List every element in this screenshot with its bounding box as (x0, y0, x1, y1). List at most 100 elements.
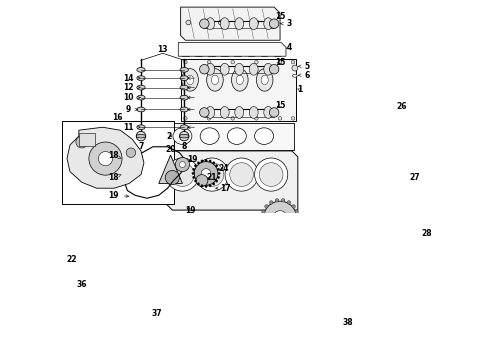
Text: 19: 19 (187, 155, 198, 164)
Circle shape (209, 185, 211, 187)
Circle shape (465, 112, 486, 134)
Polygon shape (68, 266, 167, 297)
Circle shape (255, 117, 258, 120)
Text: 10: 10 (122, 93, 140, 102)
Circle shape (445, 265, 451, 270)
Circle shape (292, 228, 295, 231)
Text: 19: 19 (108, 191, 129, 200)
Bar (181, 59, 296, 121)
Circle shape (196, 158, 228, 191)
Circle shape (472, 237, 490, 260)
Circle shape (273, 211, 287, 225)
Circle shape (179, 131, 189, 141)
Circle shape (443, 248, 449, 255)
Ellipse shape (120, 159, 130, 173)
Text: 27: 27 (410, 173, 420, 182)
Circle shape (278, 117, 282, 120)
Circle shape (89, 142, 122, 175)
Text: 15: 15 (275, 12, 285, 21)
Text: 32: 32 (0, 359, 1, 360)
Circle shape (193, 168, 195, 171)
Circle shape (236, 20, 241, 25)
Circle shape (292, 65, 298, 71)
Text: 15: 15 (275, 101, 285, 110)
Ellipse shape (200, 128, 219, 144)
Circle shape (425, 251, 431, 258)
Circle shape (438, 201, 448, 211)
Ellipse shape (264, 63, 272, 75)
Circle shape (281, 234, 285, 237)
Circle shape (332, 277, 341, 287)
Circle shape (219, 20, 223, 25)
Circle shape (440, 246, 452, 257)
Circle shape (76, 136, 88, 148)
Circle shape (404, 244, 419, 259)
Circle shape (275, 234, 279, 237)
Bar (62, 121, 173, 204)
Circle shape (74, 265, 90, 282)
Ellipse shape (206, 107, 215, 118)
Text: 1: 1 (297, 85, 303, 94)
Circle shape (477, 242, 490, 256)
Text: 2: 2 (166, 132, 172, 141)
Text: 14: 14 (122, 73, 140, 82)
Ellipse shape (182, 69, 198, 91)
Polygon shape (159, 155, 182, 184)
Ellipse shape (227, 128, 246, 144)
Ellipse shape (261, 222, 299, 239)
Ellipse shape (398, 215, 404, 225)
Ellipse shape (137, 107, 145, 112)
Circle shape (78, 270, 85, 277)
Circle shape (84, 268, 110, 294)
Text: 4: 4 (286, 43, 292, 52)
Circle shape (414, 267, 419, 272)
Bar (398, 180, 469, 231)
Circle shape (421, 192, 429, 199)
Circle shape (218, 172, 220, 175)
Polygon shape (167, 151, 298, 210)
Circle shape (216, 180, 218, 182)
Circle shape (291, 117, 295, 120)
Ellipse shape (180, 76, 188, 81)
Text: 23: 23 (0, 359, 1, 360)
Text: 33: 33 (0, 359, 1, 360)
Ellipse shape (384, 215, 390, 225)
Circle shape (409, 189, 415, 195)
Circle shape (287, 231, 291, 235)
Ellipse shape (66, 237, 77, 254)
Ellipse shape (255, 128, 273, 144)
Ellipse shape (137, 95, 145, 100)
Circle shape (196, 175, 208, 186)
Circle shape (255, 60, 258, 64)
Circle shape (264, 201, 296, 234)
Text: 26: 26 (396, 102, 407, 111)
Ellipse shape (206, 18, 215, 30)
Circle shape (199, 19, 209, 28)
Circle shape (199, 64, 209, 74)
Ellipse shape (211, 75, 219, 85)
Circle shape (193, 176, 195, 179)
Ellipse shape (249, 107, 258, 118)
Circle shape (270, 231, 273, 235)
Circle shape (423, 204, 436, 217)
Circle shape (207, 117, 211, 120)
Text: 15: 15 (275, 58, 285, 67)
Circle shape (213, 183, 215, 185)
Circle shape (261, 216, 264, 220)
Circle shape (435, 185, 445, 196)
Circle shape (443, 262, 453, 273)
Ellipse shape (179, 134, 189, 138)
Circle shape (201, 169, 211, 178)
Text: 11: 11 (122, 123, 140, 132)
Ellipse shape (180, 85, 188, 90)
Text: 30: 30 (0, 359, 1, 360)
Circle shape (295, 210, 298, 213)
Circle shape (230, 163, 253, 186)
Circle shape (126, 148, 136, 157)
Text: 5: 5 (298, 62, 309, 71)
Text: 36: 36 (76, 280, 87, 289)
Polygon shape (404, 117, 455, 175)
Circle shape (270, 201, 273, 204)
Ellipse shape (180, 67, 188, 72)
Ellipse shape (137, 125, 145, 130)
